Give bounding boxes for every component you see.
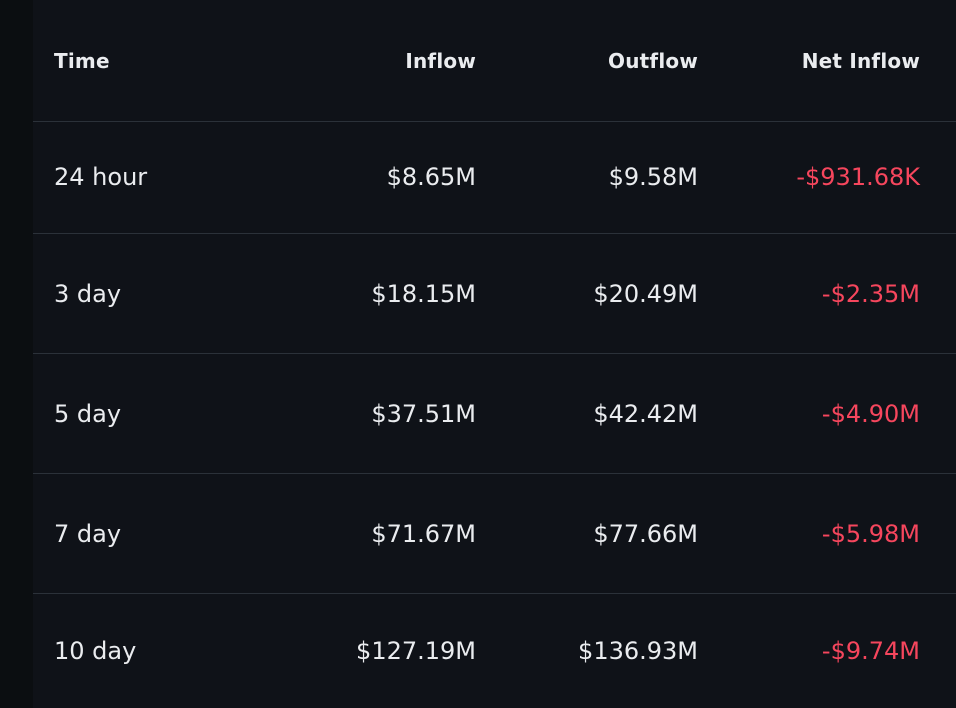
inflow-cell: $8.65M (386, 163, 476, 191)
outflow-cell: $136.93M (578, 637, 698, 665)
time-cell: 10 day (54, 637, 137, 665)
net-inflow-cell: -$4.90M (821, 399, 920, 428)
time-cell: 3 day (54, 279, 122, 308)
net-inflow-cell: -$2.35M (821, 279, 920, 308)
outflow-cell: $9.58M (608, 163, 698, 191)
table-header-row: Time Inflow Outflow Net Inflow (33, 0, 956, 122)
inflow-cell: $18.15M (371, 279, 476, 308)
column-header-net-inflow: Net Inflow (801, 48, 920, 73)
table-row: 7 day $71.67M $77.66M -$5.98M (33, 474, 956, 594)
inflow-cell: $37.51M (371, 399, 476, 428)
inflow-cell: $127.19M (356, 637, 476, 665)
net-inflow-cell: -$931.68K (796, 163, 920, 191)
table-row: 3 day $18.15M $20.49M -$2.35M (33, 234, 956, 354)
outflow-cell: $20.49M (593, 279, 698, 308)
column-header-time: Time (54, 48, 110, 73)
time-cell: 7 day (54, 519, 122, 548)
net-inflow-cell: -$5.98M (821, 519, 920, 548)
column-header-outflow: Outflow (608, 48, 698, 73)
outflow-cell: $42.42M (593, 399, 698, 428)
table-row: 24 hour $8.65M $9.58M -$931.68K (33, 121, 956, 234)
table-row: 5 day $37.51M $42.42M -$4.90M (33, 354, 956, 474)
table-row: 10 day $127.19M $136.93M -$9.74M (33, 594, 956, 708)
outflow-cell: $77.66M (593, 519, 698, 548)
time-cell: 24 hour (54, 163, 148, 191)
column-header-inflow: Inflow (405, 48, 476, 73)
fund-flow-table: Time Inflow Outflow Net Inflow 24 hour $… (33, 0, 956, 708)
net-inflow-cell: -$9.74M (821, 637, 920, 665)
time-cell: 5 day (54, 399, 122, 428)
inflow-cell: $71.67M (371, 519, 476, 548)
